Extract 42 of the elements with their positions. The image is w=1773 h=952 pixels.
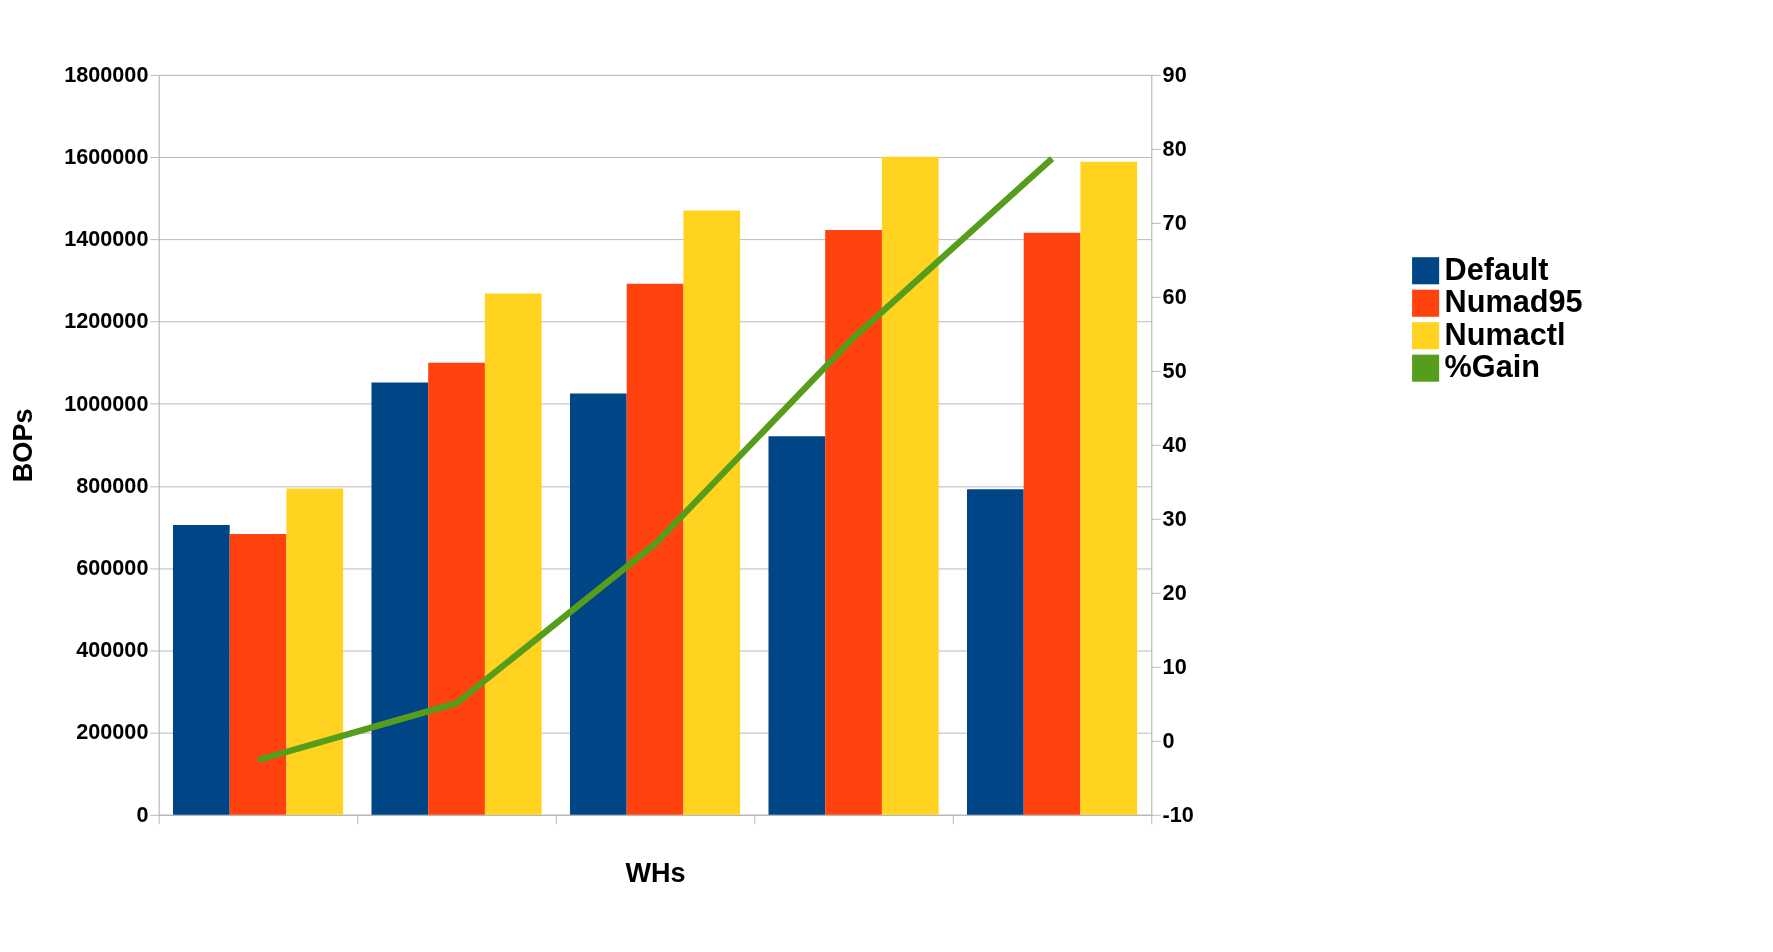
y-tick-label: 1600000 — [64, 143, 149, 169]
legend-label: Numactl — [1444, 316, 1566, 351]
bar — [286, 488, 344, 815]
bar — [1080, 161, 1138, 815]
y2-tick-label: 30 — [1162, 505, 1187, 531]
bar — [172, 525, 230, 815]
y2-tick-label: 70 — [1162, 209, 1187, 235]
y-tick-label: 0 — [136, 801, 149, 827]
y2-tick-label: 20 — [1162, 579, 1187, 605]
y2-tick-label: 90 — [1162, 61, 1187, 87]
bar — [428, 362, 485, 815]
y-tick-label: 200000 — [76, 719, 149, 745]
y2-tick-label: 40 — [1162, 431, 1187, 457]
bar — [881, 156, 939, 815]
y-tick-label: 600000 — [76, 554, 149, 580]
bar — [229, 534, 287, 815]
x-axis-title: WHs — [625, 858, 686, 889]
y2-tick-label: 10 — [1162, 653, 1187, 679]
bar — [768, 436, 826, 815]
bar — [967, 489, 1024, 815]
y2-tick-label: -10 — [1162, 801, 1194, 827]
bar — [825, 229, 882, 815]
y-tick-label: 1200000 — [64, 308, 149, 334]
y2-tick-label: 50 — [1162, 357, 1187, 383]
y-tick-label: 800000 — [76, 472, 149, 498]
bar — [626, 283, 684, 815]
bar — [1023, 232, 1081, 815]
legend-label: Numad95 — [1444, 284, 1583, 319]
y-tick-label: 1000000 — [64, 390, 149, 416]
bar — [683, 210, 741, 815]
y2-tick-label: 80 — [1162, 135, 1187, 161]
legend-label: %Gain — [1444, 349, 1540, 384]
y-tick-label: 1800000 — [64, 61, 149, 87]
bar — [371, 382, 429, 815]
legend-label: Default — [1444, 251, 1549, 286]
bar — [569, 393, 627, 815]
y2-tick-label: 0 — [1162, 727, 1175, 753]
y-tick-label: 1400000 — [64, 226, 149, 252]
bar — [484, 293, 542, 815]
y2-tick-label: 60 — [1162, 283, 1187, 309]
y-tick-label: 400000 — [76, 637, 149, 663]
y-axis-title: BOPs — [7, 408, 38, 483]
